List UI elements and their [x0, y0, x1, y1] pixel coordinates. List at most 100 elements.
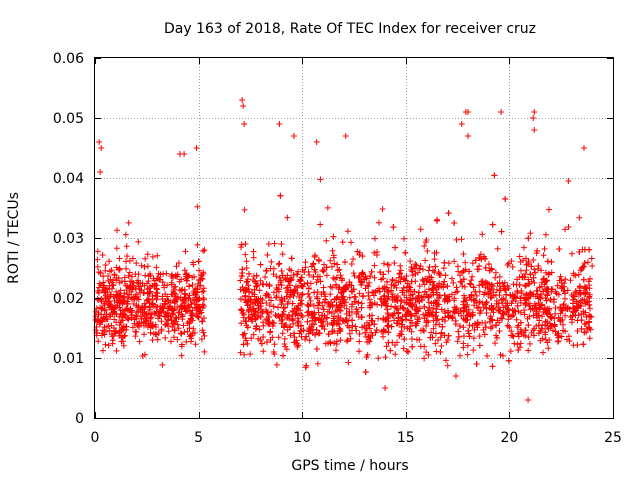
data-point: [190, 287, 197, 294]
data-point: [186, 283, 193, 290]
data-point: [441, 259, 448, 266]
data-point: [102, 341, 109, 348]
data-point: [189, 330, 196, 337]
data-point: [403, 347, 410, 354]
data-point: [421, 281, 428, 288]
data-point: [113, 347, 120, 354]
data-point: [338, 277, 345, 284]
data-point: [540, 288, 547, 295]
data-point: [423, 277, 430, 284]
data-point: [578, 310, 585, 317]
data-point: [337, 304, 344, 311]
data-point: [516, 281, 523, 288]
data-point: [585, 278, 592, 285]
data-point: [460, 308, 467, 315]
data-point: [502, 195, 509, 202]
data-point: [402, 312, 409, 319]
data-point: [279, 251, 286, 258]
data-point: [113, 264, 120, 271]
data-point: [408, 264, 415, 271]
data-point: [106, 258, 113, 265]
data-point: [270, 348, 277, 355]
data-point: [113, 245, 120, 252]
data-point: [113, 227, 120, 234]
data-point: [246, 270, 253, 277]
data-point: [353, 306, 360, 313]
data-point: [555, 314, 562, 321]
data-point: [458, 278, 465, 285]
data-point: [563, 336, 570, 343]
data-point: [162, 300, 169, 307]
data-point: [521, 274, 528, 281]
data-point: [102, 295, 109, 302]
data-point: [430, 281, 437, 288]
data-point: [238, 307, 245, 314]
data-point: [544, 292, 551, 299]
data-point: [304, 301, 311, 308]
data-point: [339, 239, 346, 246]
data-point: [323, 272, 330, 279]
data-point: [250, 311, 257, 318]
x-axis-label: GPS time / hours: [291, 458, 408, 474]
data-point: [200, 302, 207, 309]
data-point: [429, 285, 436, 292]
data-point: [476, 310, 483, 317]
data-point: [311, 253, 318, 260]
data-point: [430, 312, 437, 319]
data-point: [545, 286, 552, 293]
data-point: [525, 334, 532, 341]
data-point: [337, 337, 344, 344]
data-point: [389, 276, 396, 283]
data-point: [285, 312, 292, 319]
data-point: [521, 311, 528, 318]
data-point: [548, 269, 555, 276]
data-point: [242, 241, 249, 248]
data-point: [430, 289, 437, 296]
data-point: [514, 330, 521, 337]
data-point: [194, 241, 201, 248]
data-point: [486, 286, 493, 293]
data-point: [102, 328, 109, 335]
data-point: [432, 330, 439, 337]
data-point: [521, 307, 528, 314]
data-point: [260, 281, 267, 288]
data-point: [449, 313, 456, 320]
data-point: [391, 342, 398, 349]
data-point: [284, 326, 291, 333]
data-point: [436, 270, 443, 277]
data-point: [507, 292, 514, 299]
data-point: [101, 300, 108, 307]
data-point: [544, 339, 551, 346]
data-point: [526, 280, 533, 287]
data-point: [339, 300, 346, 307]
data-point: [393, 320, 400, 327]
data-point: [273, 284, 280, 291]
data-point: [290, 133, 297, 139]
data-point: [174, 303, 181, 310]
data-point: [495, 304, 502, 311]
data-point: [466, 268, 473, 275]
data-point: [294, 271, 301, 278]
data-point: [109, 285, 116, 292]
data-point: [511, 293, 518, 300]
data-point: [110, 293, 117, 300]
data-point: [375, 315, 382, 322]
data-point: [395, 310, 402, 317]
data-point: [294, 305, 301, 312]
data-point: [147, 329, 154, 336]
data-point: [177, 330, 184, 337]
data-point: [135, 271, 142, 278]
data-point: [113, 274, 120, 281]
data-point: [334, 261, 341, 268]
data-point: [479, 282, 486, 289]
data-point: [349, 301, 356, 308]
data-point: [238, 244, 245, 251]
data-point: [270, 271, 277, 278]
data-point: [356, 348, 363, 355]
data-point: [464, 342, 471, 349]
data-point: [314, 288, 321, 295]
data-point: [589, 262, 596, 269]
data-point: [275, 261, 282, 268]
data-point: [264, 309, 271, 316]
